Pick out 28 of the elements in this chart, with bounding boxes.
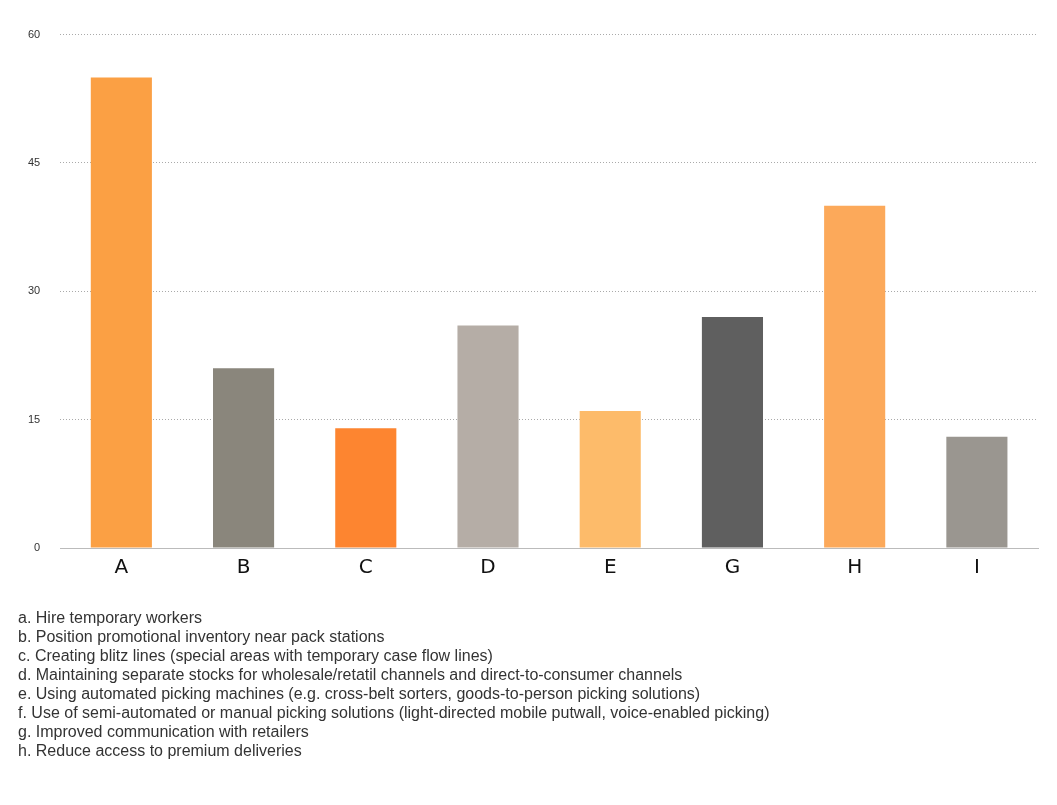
text: f. Use of semi-automated or manual picking solutions (light-directed mobile putwall, voice-enabled picking) [18, 703, 771, 722]
text: g. Improved communication with retailers [18, 722, 310, 741]
bar [90, 77, 152, 548]
x-tick-label: D [480, 554, 496, 579]
bar [701, 316, 763, 548]
bar [946, 436, 1008, 548]
y-tick-label: 15 [27, 412, 41, 425]
x-tick-label: G [724, 554, 741, 579]
x-tick-label: I [973, 554, 980, 579]
x-tick-label: A [114, 554, 129, 579]
y-tick-label: 45 [27, 155, 41, 168]
text: e. Using automated picking machines (e.g. cross-belt sorters, goods-to-person picking solutions) [18, 684, 702, 703]
y-tick-label: 30 [27, 284, 41, 297]
bar [213, 368, 275, 548]
y-tick-label: 60 [27, 27, 41, 40]
x-tick-label: C [358, 554, 373, 579]
bar [579, 411, 641, 548]
y-tick-label: 0 [34, 541, 41, 554]
bar [824, 205, 886, 548]
bar [335, 428, 397, 548]
text: a. Hire temporary workers [18, 608, 204, 627]
text: b. Position promotional inventory near pack stations [18, 627, 386, 646]
x-tick-label: B [236, 554, 251, 579]
text: c. Creating blitz lines (special areas with temporary case flow lines) [18, 646, 494, 665]
x-tick-label: E [603, 554, 617, 579]
text: d. Maintaining separate stocks for wholesale/retatil channels and direct-to-consumer channels [18, 665, 684, 684]
text: h. Reduce access to premium deliveries [18, 741, 303, 760]
x-tick-label: H [847, 554, 863, 579]
